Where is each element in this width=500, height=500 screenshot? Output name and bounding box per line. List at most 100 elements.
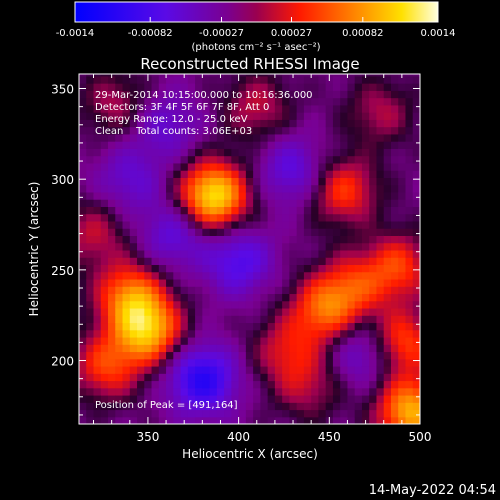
heatmap-cell <box>347 380 356 389</box>
heatmap-cell <box>282 416 291 424</box>
heatmap-cell <box>209 315 218 324</box>
heatmap-cell <box>412 307 420 316</box>
heatmap-cell <box>79 242 87 251</box>
heatmap-cell <box>224 206 232 215</box>
heatmap-cell <box>311 119 320 128</box>
heatmap-cell <box>144 170 153 178</box>
heatmap-cell <box>115 141 124 149</box>
heatmap-cell <box>202 184 211 193</box>
heatmap-cell <box>274 278 283 287</box>
heatmap-cell <box>311 184 320 193</box>
heatmap-cell <box>267 409 276 418</box>
heatmap-cell <box>253 344 261 353</box>
heatmap-cell <box>245 74 254 77</box>
heatmap-cell <box>274 228 283 236</box>
heatmap-cell <box>158 206 167 215</box>
heatmap-cell <box>260 155 269 164</box>
heatmap-cell <box>86 336 95 345</box>
heatmap-cell <box>296 177 305 186</box>
heatmap-cell <box>231 387 240 396</box>
heatmap-cell <box>289 249 298 258</box>
heatmap-area <box>79 74 420 424</box>
heatmap-cell <box>86 322 95 331</box>
heatmap-cell <box>282 228 291 236</box>
heatmap-cell <box>340 104 349 113</box>
heatmap-cell <box>173 191 182 200</box>
heatmap-cell <box>354 365 363 374</box>
heatmap-cell <box>238 329 247 338</box>
heatmap-cell <box>79 380 87 389</box>
heatmap-cell <box>129 104 138 113</box>
heatmap-cell <box>267 329 276 338</box>
heatmap-cell <box>187 177 196 186</box>
heatmap-cell <box>260 322 269 331</box>
heatmap-cell <box>361 329 370 338</box>
heatmap-cell <box>151 358 160 367</box>
heatmap-cell <box>122 75 131 84</box>
heatmap-cell <box>238 373 247 382</box>
heatmap-cell <box>202 380 211 389</box>
heatmap-cell <box>398 271 407 280</box>
heatmap-cell <box>383 307 392 316</box>
heatmap-cell <box>187 257 196 266</box>
heatmap-cell <box>108 322 116 331</box>
heatmap-cell <box>115 90 124 99</box>
heatmap-cell <box>180 90 189 99</box>
heatmap-cell <box>376 170 385 178</box>
heatmap-cell <box>289 242 298 251</box>
heatmap-cell <box>390 83 399 91</box>
heatmap-cell <box>412 141 420 149</box>
heatmap-cell <box>216 271 225 280</box>
heatmap-cell <box>202 228 211 236</box>
heatmap-cell <box>180 373 189 382</box>
heatmap-cell <box>173 126 182 135</box>
heatmap-cell <box>325 104 334 113</box>
heatmap-cell <box>129 373 138 382</box>
heatmap-cell <box>412 416 420 424</box>
heatmap-cell <box>274 162 283 171</box>
heatmap-cell <box>245 90 254 99</box>
heatmap-cell <box>325 402 334 411</box>
heatmap-cell <box>376 90 385 99</box>
heatmap-cell <box>332 394 341 403</box>
heatmap-cell <box>267 365 276 374</box>
heatmap-cell <box>151 336 160 345</box>
heatmap-cell <box>122 387 131 396</box>
heatmap-cell <box>93 351 102 360</box>
heatmap-cell <box>129 90 138 99</box>
heatmap-cell <box>347 235 356 244</box>
heatmap-cell <box>195 220 203 229</box>
heatmap-cell <box>151 242 160 251</box>
heatmap-cell <box>405 97 414 106</box>
heatmap-cell <box>412 220 420 229</box>
heatmap-cell <box>166 213 174 222</box>
heatmap-cell <box>376 83 385 91</box>
heatmap-cell <box>180 249 189 258</box>
heatmap-cell <box>405 119 414 128</box>
heatmap-cell <box>383 286 392 295</box>
heatmap-cell <box>354 199 363 207</box>
heatmap-cell <box>151 126 160 135</box>
heatmap-cell <box>354 213 363 222</box>
colorbar-tick-label: -0.00027 <box>199 28 244 39</box>
heatmap-cell <box>108 271 116 280</box>
heatmap-cell <box>187 307 196 316</box>
heatmap-cell <box>93 83 102 91</box>
heatmap-cell <box>311 141 320 149</box>
heatmap-cell <box>122 119 131 128</box>
heatmap-cell <box>173 177 182 186</box>
heatmap-cell <box>332 162 341 171</box>
heatmap-cell <box>347 184 356 193</box>
heatmap-cell <box>195 394 203 403</box>
heatmap-cell <box>245 119 254 128</box>
heatmap-cell <box>115 344 124 353</box>
heatmap-cell <box>137 409 145 418</box>
heatmap-cell <box>347 97 356 106</box>
heatmap-cell <box>224 300 232 309</box>
heatmap-cell <box>209 264 218 273</box>
heatmap-cell <box>398 104 407 113</box>
colorbar-tick-label: 0.00082 <box>342 28 383 39</box>
heatmap-cell <box>398 394 407 403</box>
heatmap-cell <box>224 387 232 396</box>
heatmap-cell <box>100 133 109 142</box>
